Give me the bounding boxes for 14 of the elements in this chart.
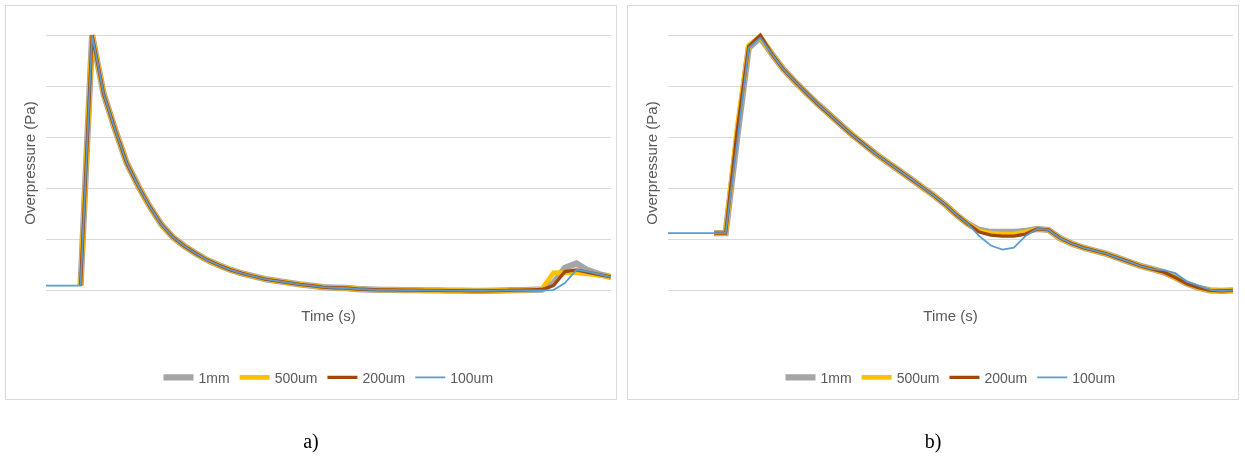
y-axis-title: Overpressure (Pa) [643, 101, 661, 225]
legend-label: 200um [984, 369, 1028, 386]
legend-label: 200um [362, 369, 406, 386]
legend-label: 1mm [820, 369, 852, 386]
legend-label: 500um [896, 369, 940, 386]
x-axis-title: Time (s) [923, 307, 978, 324]
legend-label: 1mm [198, 369, 230, 386]
y-axis-title: Overpressure (Pa) [21, 101, 39, 225]
text: b) [923, 430, 943, 453]
legend-label: 500um [274, 369, 318, 386]
legend-label: 100um [1072, 369, 1116, 386]
legend-label: 100um [450, 369, 494, 386]
x-axis-title: Time (s) [301, 307, 356, 324]
text: a) [302, 430, 320, 453]
